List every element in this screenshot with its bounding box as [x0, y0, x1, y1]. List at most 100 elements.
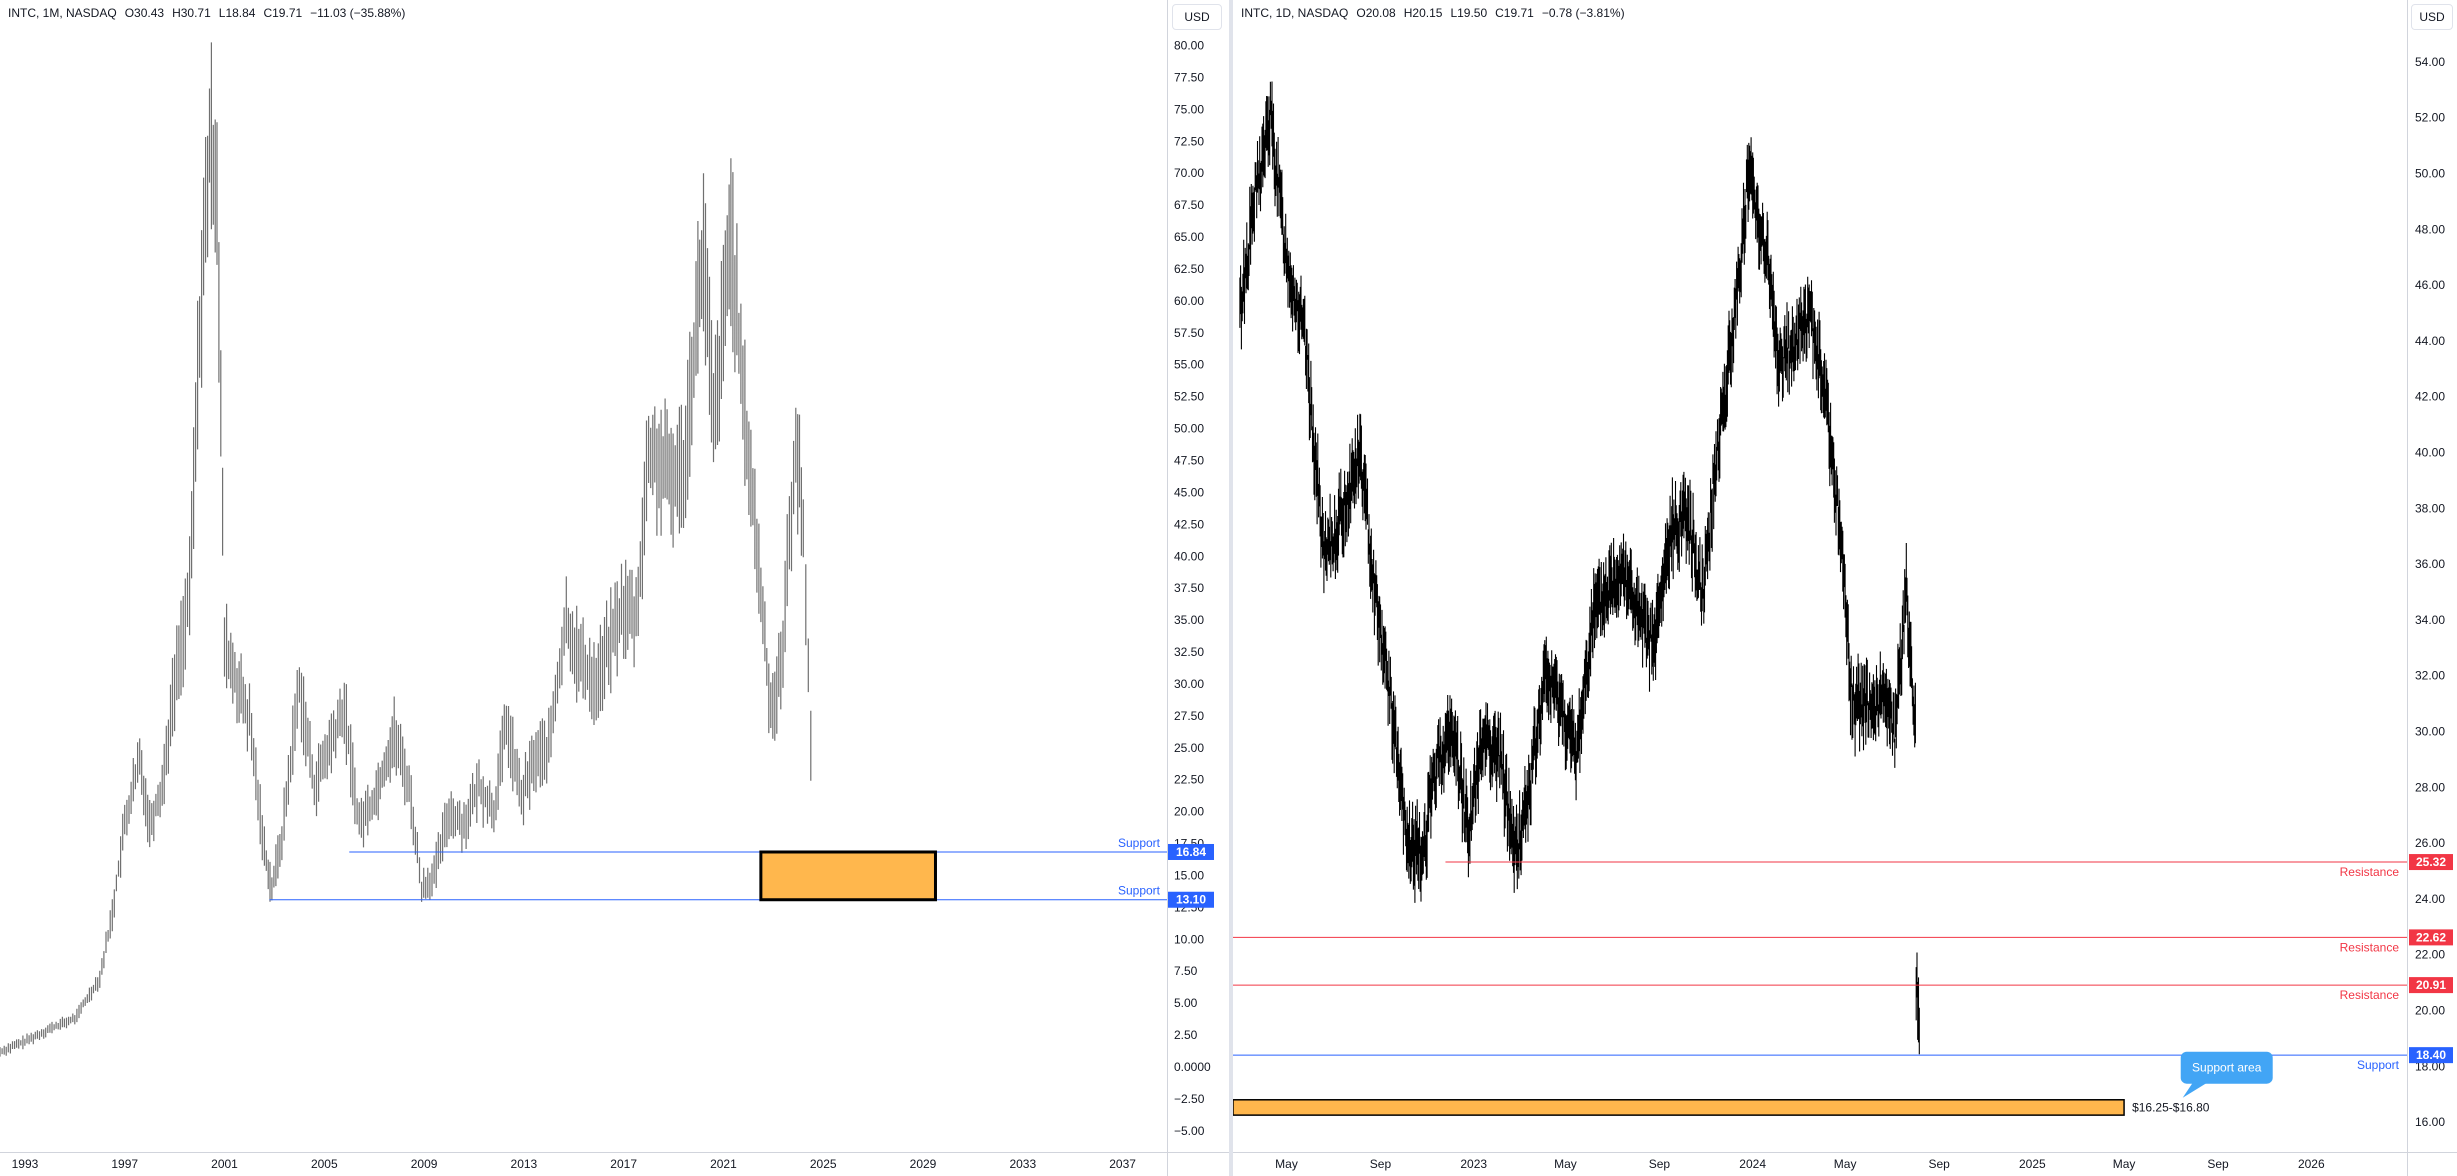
left-symbol: INTC, 1M, NASDAQ: [8, 6, 117, 20]
y-tick-label: 37.50: [1174, 581, 1204, 595]
x-tick-label: 1993: [12, 1157, 39, 1171]
resistance-label: Resistance: [2340, 865, 2400, 879]
y-tick-label: 40.00: [2415, 445, 2445, 459]
y-tick-label: 77.50: [1174, 70, 1204, 84]
price-tag-label: 13.10: [1176, 893, 1206, 907]
callout-text: Support area: [2192, 1061, 2262, 1075]
x-tick-label: 2001: [211, 1157, 238, 1171]
y-tick-label: −5.00: [1174, 1124, 1205, 1138]
price-bars: [1239, 81, 1920, 1055]
y-tick-label: 60.00: [1174, 294, 1204, 308]
left-chart-svg: 80.00 77.50 75.00 72.50 70.00 67.50 65.00 62.50…: [0, 39, 1214, 1171]
y-tick-label: 54.00: [2415, 55, 2445, 69]
y-tick-label: 40.00: [1174, 549, 1204, 563]
y-tick-label: 27.50: [1174, 709, 1204, 723]
support-zone: [759, 850, 937, 902]
y-tick-label: 80.00: [1174, 39, 1204, 53]
y-tick-label: 46.00: [2415, 278, 2445, 292]
y-tick-label: 25.00: [1174, 741, 1204, 755]
price-tag-background: [2409, 1047, 2453, 1064]
support-area-range-label: $16.25-$16.80: [2132, 1100, 2210, 1114]
y-tick-label: 47.50: [1174, 454, 1204, 468]
y-tick-label: 38.00: [2415, 501, 2445, 515]
y-tick-label: 20.00: [1174, 805, 1204, 819]
x-tick-label: Sep: [2207, 1157, 2229, 1171]
y-tick-label: 50.00: [1174, 422, 1204, 436]
y-tick-label: 70.00: [1174, 166, 1204, 180]
left-legend: INTC, 1M, NASDAQ O30.43 H30.71 L18.84 C19.71…: [8, 6, 413, 20]
y-tick-label: 62.50: [1174, 262, 1204, 276]
price-tag-label: 20.91: [2416, 978, 2446, 992]
x-tick-label: Sep: [1928, 1157, 1950, 1171]
x-tick-label: 2025: [810, 1157, 837, 1171]
left-currency-button[interactable]: USD: [1172, 4, 1222, 30]
support-label: Support: [2357, 1058, 2400, 1072]
y-tick-label: 16.00: [2415, 1115, 2445, 1129]
y-tick-label: 7.50: [1174, 964, 1198, 978]
y-tick-label: 26.00: [2415, 836, 2445, 850]
y-tick-label: 50.00: [2415, 166, 2445, 180]
x-tick-label: 2026: [2298, 1157, 2325, 1171]
y-tick-label: 34.00: [2415, 613, 2445, 627]
support-label: Support: [1118, 884, 1161, 898]
left-chart-pane[interactable]: INTC, 1M, NASDAQ O30.43 H30.71 L18.84 C19.71…: [0, 0, 1229, 1176]
y-tick-label: 52.00: [2415, 111, 2445, 125]
y-tick-label: 28.00: [2415, 780, 2445, 794]
right-chart-pane[interactable]: INTC, 1D, NASDAQ O20.08 H20.15 L19.50 C19.71…: [1233, 0, 2457, 1176]
price-bars: [0, 42, 812, 1057]
right-chart-svg: 54.00 52.00 50.00 48.00 46.00 44.00 42.00 40.00…: [1233, 55, 2453, 1171]
left-low: L18.84: [218, 6, 256, 20]
x-tick-label: Sep: [1649, 1157, 1671, 1171]
resistance-label: Resistance: [2340, 988, 2400, 1002]
x-tick-label: 2023: [1460, 1157, 1487, 1171]
y-tick-label: 32.50: [1174, 645, 1204, 659]
y-tick-label: 32.00: [2415, 669, 2445, 683]
x-tick-label: 2029: [910, 1157, 937, 1171]
price-tag-background: [2409, 977, 2453, 994]
right-low: L19.50: [1450, 6, 1488, 20]
right-symbol: INTC, 1D, NASDAQ: [1241, 6, 1349, 20]
y-tick-label: 48.00: [2415, 222, 2445, 236]
x-tick-label: 2017: [610, 1157, 637, 1171]
y-tick-label: 2.50: [1174, 1028, 1198, 1042]
callout-pointer: [2182, 1079, 2209, 1098]
right-time-axis-border: [1233, 1152, 2457, 1153]
price-tag-label: 18.40: [2416, 1048, 2446, 1062]
x-tick-label: 1997: [111, 1157, 138, 1171]
right-currency-button[interactable]: USD: [2411, 4, 2453, 30]
x-tick-label: 2009: [411, 1157, 438, 1171]
callout-bubble: [2180, 1051, 2273, 1084]
y-tick-label: 55.00: [1174, 358, 1204, 372]
y-tick-label: 65.00: [1174, 230, 1204, 244]
left-time-axis-border: [0, 1152, 1229, 1153]
price-tag-background: [1168, 843, 1214, 860]
y-tick-label: 22.50: [1174, 773, 1204, 787]
right-high: H20.15: [1403, 6, 1443, 20]
y-tick-label: 75.00: [1174, 102, 1204, 116]
x-tick-label: 2021: [710, 1157, 737, 1171]
y-tick-label: 10.00: [1174, 932, 1204, 946]
right-price-axis-border: [2407, 0, 2408, 1176]
y-tick-label: 15.00: [1174, 868, 1204, 882]
left-close: C19.71: [263, 6, 303, 20]
y-tick-label: 5.00: [1174, 996, 1198, 1010]
x-tick-label: 2013: [511, 1157, 538, 1171]
y-tick-label: 44.00: [2415, 334, 2445, 348]
support-label: Support: [1118, 836, 1161, 850]
x-tick-label: May: [1834, 1157, 1857, 1171]
y-tick-label: 0.0000: [1174, 1060, 1211, 1074]
x-tick-label: May: [1554, 1157, 1577, 1171]
x-tick-label: May: [2113, 1157, 2136, 1171]
price-tag-label: 22.62: [2416, 930, 2446, 944]
x-tick-label: 2037: [1109, 1157, 1136, 1171]
left-high: H30.71: [172, 6, 211, 20]
support-area-zone: [1233, 1099, 2125, 1116]
x-tick-label: 2024: [1739, 1157, 1766, 1171]
left-price-axis-border: [1167, 0, 1168, 1176]
y-tick-label: 36.00: [2415, 557, 2445, 571]
x-tick-label: Sep: [1370, 1157, 1392, 1171]
y-tick-label: 42.50: [1174, 517, 1204, 531]
y-tick-label: 45.00: [1174, 485, 1204, 499]
right-legend: INTC, 1D, NASDAQ O20.08 H20.15 L19.50 C19.71…: [1241, 6, 1633, 20]
pane-divider[interactable]: [1229, 0, 1233, 1176]
